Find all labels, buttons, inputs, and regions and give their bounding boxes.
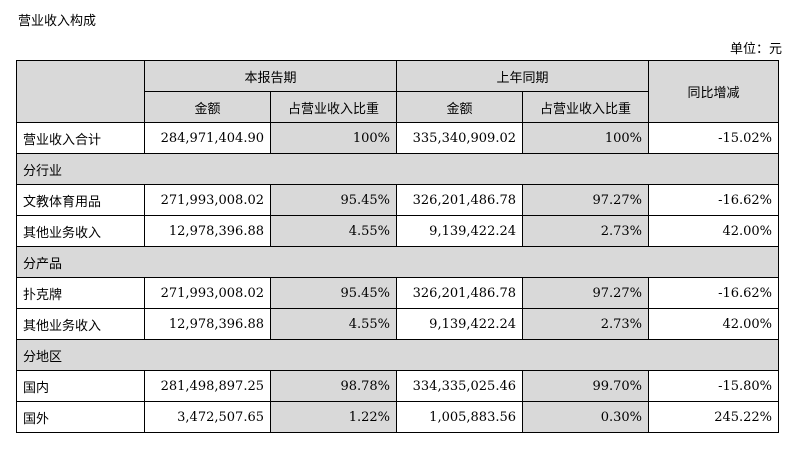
header-prior-ratio: 占营业收入比重: [522, 91, 650, 123]
current-amount-cell: 12,978,396.88: [144, 308, 271, 340]
table-row: 扑克牌 271,993,008.02 95.45% 326,201,486.78 97.…: [16, 277, 780, 309]
section-label: 分地区: [15, 339, 780, 371]
header-prior-period: 上年同期: [396, 60, 650, 92]
section-label: 分产品: [15, 246, 780, 278]
current-amount-cell: 281,498,897.25: [144, 370, 271, 402]
current-amount-cell: 12,978,396.88: [144, 215, 271, 247]
header-current-period: 本报告期: [143, 60, 398, 92]
current-ratio-cell: 95.45%: [269, 184, 398, 216]
yoy-cell: -16.62%: [648, 277, 780, 309]
current-amount-cell: 271,993,008.02: [144, 277, 271, 309]
current-ratio-cell: 4.55%: [269, 308, 398, 340]
table-row: 国外 3,472,507.65 1.22% 1,005,883.56 0.30% 245.…: [16, 401, 780, 433]
current-amount-cell: 271,993,008.02: [144, 184, 271, 216]
unit-label: 单位：元: [729, 42, 782, 57]
prior-ratio-cell: 0.30%: [522, 401, 650, 433]
current-amount-cell: 3,472,507.65: [144, 401, 271, 433]
prior-ratio-cell: 97.27%: [522, 277, 650, 309]
section-row: 分地区: [15, 339, 780, 371]
prior-ratio-cell: 100%: [522, 122, 650, 154]
yoy-cell: -15.02%: [648, 122, 780, 154]
prior-amount-cell: 335,340,909.02: [396, 122, 524, 154]
revenue-composition-table: 本报告期 上年同期 同比增减 金额 占营业收入比重 金额 占营业收入比重 营业收…: [15, 60, 780, 433]
current-amount-cell: 284,971,404.90: [144, 122, 271, 154]
prior-amount-cell: 326,201,486.78: [396, 277, 524, 309]
table-body: 营业收入合计 284,971,404.90 100% 335,340,909.02 10…: [15, 122, 780, 433]
row-label: 其他业务收入: [16, 308, 145, 340]
prior-amount-cell: 9,139,422.24: [396, 215, 524, 247]
table-row: 营业收入合计 284,971,404.90 100% 335,340,909.02 10…: [16, 122, 780, 154]
row-label: 国内: [16, 370, 145, 402]
header-blank-cell: [16, 60, 145, 123]
prior-ratio-cell: 97.27%: [522, 184, 650, 216]
header-current-ratio: 占营业收入比重: [269, 91, 398, 123]
row-label: 国外: [16, 401, 145, 433]
page-title: 营业收入构成: [18, 14, 97, 29]
prior-ratio-cell: 2.73%: [522, 308, 650, 340]
table-row: 国内 281,498,897.25 98.78% 334,335,025.46 99.7…: [16, 370, 780, 402]
table-row: 其他业务收入 12,978,396.88 4.55% 9,139,422.24 2.73…: [16, 308, 780, 340]
table-row: 其他业务收入 12,978,396.88 4.55% 9,139,422.24 2.73…: [16, 215, 780, 247]
yoy-cell: -16.62%: [648, 184, 780, 216]
table-row: 文教体育用品 271,993,008.02 95.45% 326,201,486.78…: [16, 184, 780, 216]
section-row: 分行业: [15, 153, 780, 185]
header-prior-amount: 金额: [396, 91, 524, 123]
prior-amount-cell: 334,335,025.46: [396, 370, 524, 402]
prior-amount-cell: 326,201,486.78: [396, 184, 524, 216]
header-row-2: 金额 占营业收入比重 金额 占营业收入比重: [17, 91, 779, 123]
header-row-1: 本报告期 上年同期 同比增减: [16, 60, 780, 123]
current-ratio-cell: 95.45%: [269, 277, 398, 309]
section-label: 分行业: [15, 153, 780, 185]
header-current-amount: 金额: [144, 91, 271, 123]
yoy-cell: 42.00%: [648, 215, 780, 247]
row-label: 文教体育用品: [16, 184, 145, 216]
prior-amount-cell: 1,005,883.56: [396, 401, 524, 433]
row-label: 营业收入合计: [16, 122, 145, 154]
yoy-cell: 42.00%: [648, 308, 780, 340]
current-ratio-cell: 100%: [269, 122, 398, 154]
section-row: 分产品: [15, 246, 780, 278]
yoy-cell: -15.80%: [648, 370, 780, 402]
current-ratio-cell: 1.22%: [269, 401, 398, 433]
row-label: 扑克牌: [16, 277, 145, 309]
prior-ratio-cell: 2.73%: [522, 215, 650, 247]
header-yoy: 同比增减: [648, 60, 780, 123]
prior-amount-cell: 9,139,422.24: [396, 308, 524, 340]
current-ratio-cell: 98.78%: [269, 370, 398, 402]
row-label: 其他业务收入: [16, 215, 145, 247]
prior-ratio-cell: 99.70%: [522, 370, 650, 402]
current-ratio-cell: 4.55%: [269, 215, 398, 247]
yoy-cell: 245.22%: [648, 401, 780, 433]
